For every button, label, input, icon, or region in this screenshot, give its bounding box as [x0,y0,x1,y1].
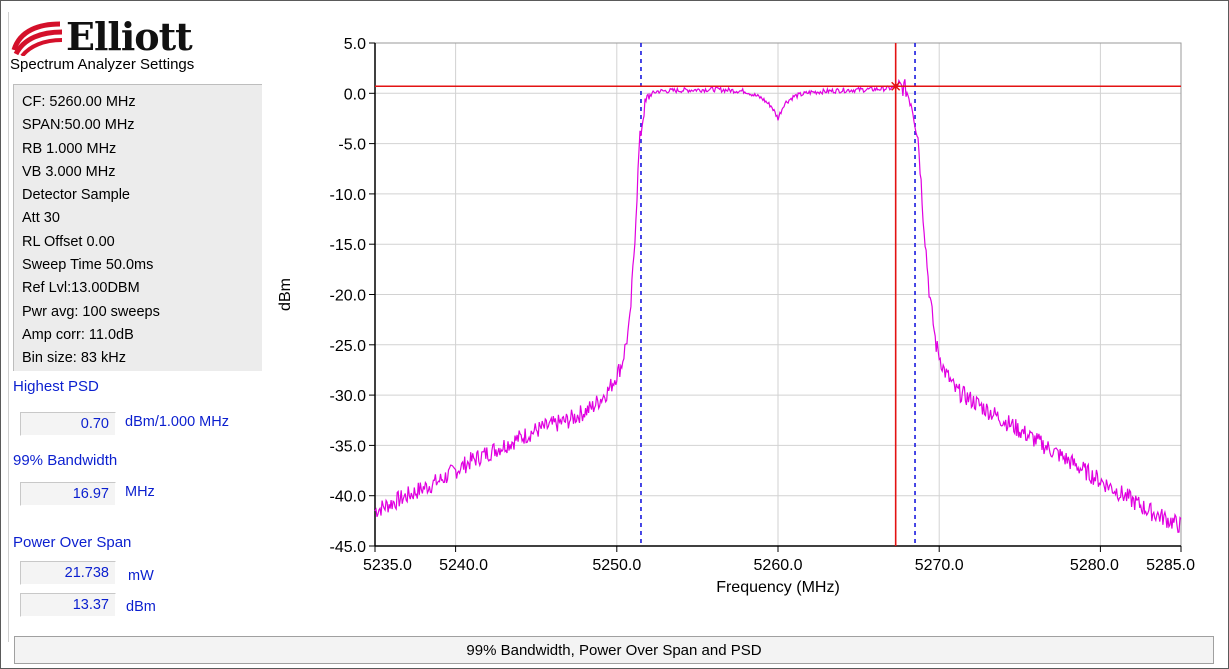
x-tick-label: 5285.0 [1146,557,1195,574]
settings-panel: CF: 5260.00 MHz SPAN:50.00 MHz RB 1.000 … [13,84,262,371]
x-tick-label: 5270.0 [915,557,964,574]
settings-title: Spectrum Analyzer Settings [10,56,195,73]
setting-cf: CF: 5260.00 MHz [22,94,136,110]
setting-rl-offset: RL Offset 0.00 [22,233,115,250]
bandwidth-99-unit: MHz [125,484,155,500]
bandwidth-99-value: 16.97 [72,486,109,502]
caption-text: 99% Bandwidth, Power Over Span and PSD [466,642,762,659]
y-axis: 5.0 0.0 -5.0 -10.0 -15.0 -20.0 -25.0 -30.0 -35.0… [330,36,375,556]
power-over-span-mw-box[interactable]: 21.738 [20,561,116,585]
power-over-span-mw-value: 21.738 [64,565,109,581]
power-over-span-dbm-unit: dBm [126,599,156,615]
setting-bin-size: Bin size: 83 kHz [22,350,126,367]
settings-list: CF: 5260.00 MHz SPAN:50.00 MHz RB 1.000 … [14,85,262,371]
power-over-span-mw-unit: mW [128,568,154,584]
y-tick-label: 0.0 [344,86,366,103]
y-axis-label: dBm [277,278,294,311]
y-tick-label: -30.0 [330,388,367,405]
highest-psd-unit: dBm/1.000 MHz [125,414,229,430]
y-tick-label: -35.0 [330,438,367,455]
logo-text: Elliott [66,14,193,59]
setting-sweep-time: Sweep Time 50.0ms [22,257,154,274]
left-border-line [8,12,9,642]
power-over-span-label: Power Over Span [13,534,132,551]
setting-detector: Detector Sample [22,187,130,204]
x-tick-label: 5240.0 [439,557,488,574]
y-tick-label: -20.0 [330,288,367,305]
highest-psd-label: Highest PSD [13,378,99,395]
power-over-span-dbm-box[interactable]: 13.37 [20,593,116,617]
bandwidth-99-label: 99% Bandwidth [13,452,118,469]
setting-span: SPAN:50.00 MHz [22,117,135,134]
y-tick-label: 5.0 [344,36,366,53]
y-tick-label: -15.0 [330,237,367,254]
power-over-span-dbm-value: 13.37 [72,597,109,613]
marker-point [891,81,901,91]
spectrum-trace [374,78,1182,534]
bandwidth-99-value-box[interactable]: 16.97 [20,482,116,506]
marker [375,43,1181,546]
spectrum-chart: 5.0 0.0 -5.0 -10.0 -15.0 -20.0 -25.0 -30.0 -35.0… [277,36,1195,596]
y-tick-label: -45.0 [330,539,367,556]
setting-amp-corr: Amp corr: 11.0dB [22,326,134,343]
x-axis-label: Frequency (MHz) [716,579,840,596]
x-tick-label: 5250.0 [592,557,641,574]
x-axis: 5235.0 5240.0 5250.0 5260.0 5270.0 5280.0 5285… [363,43,1195,574]
y-tick-label: -25.0 [330,338,367,355]
setting-ref-level: Ref Lvl:13.00DBM [22,280,140,297]
x-tick-label: 5280.0 [1070,557,1119,574]
x-tick-label: 5235.0 [363,557,412,574]
setting-att: Att 30 [22,210,60,227]
setting-power-avg: Pwr avg: 100 sweeps [22,303,160,320]
y-tick-label: -40.0 [330,489,367,506]
y-tick-label: -10.0 [330,187,367,204]
setting-rbw: RB 1.000 MHz [22,140,117,157]
caption-bar: 99% Bandwidth, Power Over Span and PSD [14,636,1214,664]
highest-psd-value-box[interactable]: 0.70 [20,412,116,436]
setting-vbw: VB 3.000 MHz [22,163,116,180]
highest-psd-value: 0.70 [80,416,109,432]
logo: Elliott [10,16,210,58]
elliott-logo-mark-icon [11,21,63,56]
y-tick-label: -5.0 [338,137,366,154]
x-tick-label: 5260.0 [754,557,803,574]
